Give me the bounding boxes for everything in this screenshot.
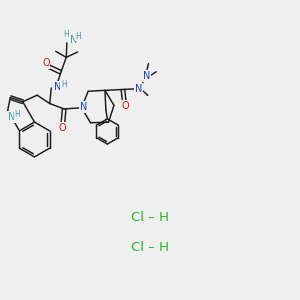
Text: N: N xyxy=(54,82,61,92)
Text: H: H xyxy=(75,32,81,41)
Text: N: N xyxy=(143,71,151,81)
Text: N: N xyxy=(8,112,15,122)
Text: Cl – H: Cl – H xyxy=(131,241,169,254)
Text: O: O xyxy=(42,58,50,68)
Text: N: N xyxy=(70,35,77,45)
Text: H: H xyxy=(14,110,20,119)
Text: H: H xyxy=(61,80,67,89)
Text: N: N xyxy=(135,84,142,94)
Text: H: H xyxy=(63,30,68,39)
Text: N: N xyxy=(80,102,87,112)
Text: O: O xyxy=(122,101,130,111)
Text: Cl – H: Cl – H xyxy=(131,211,169,224)
Text: O: O xyxy=(58,123,66,133)
